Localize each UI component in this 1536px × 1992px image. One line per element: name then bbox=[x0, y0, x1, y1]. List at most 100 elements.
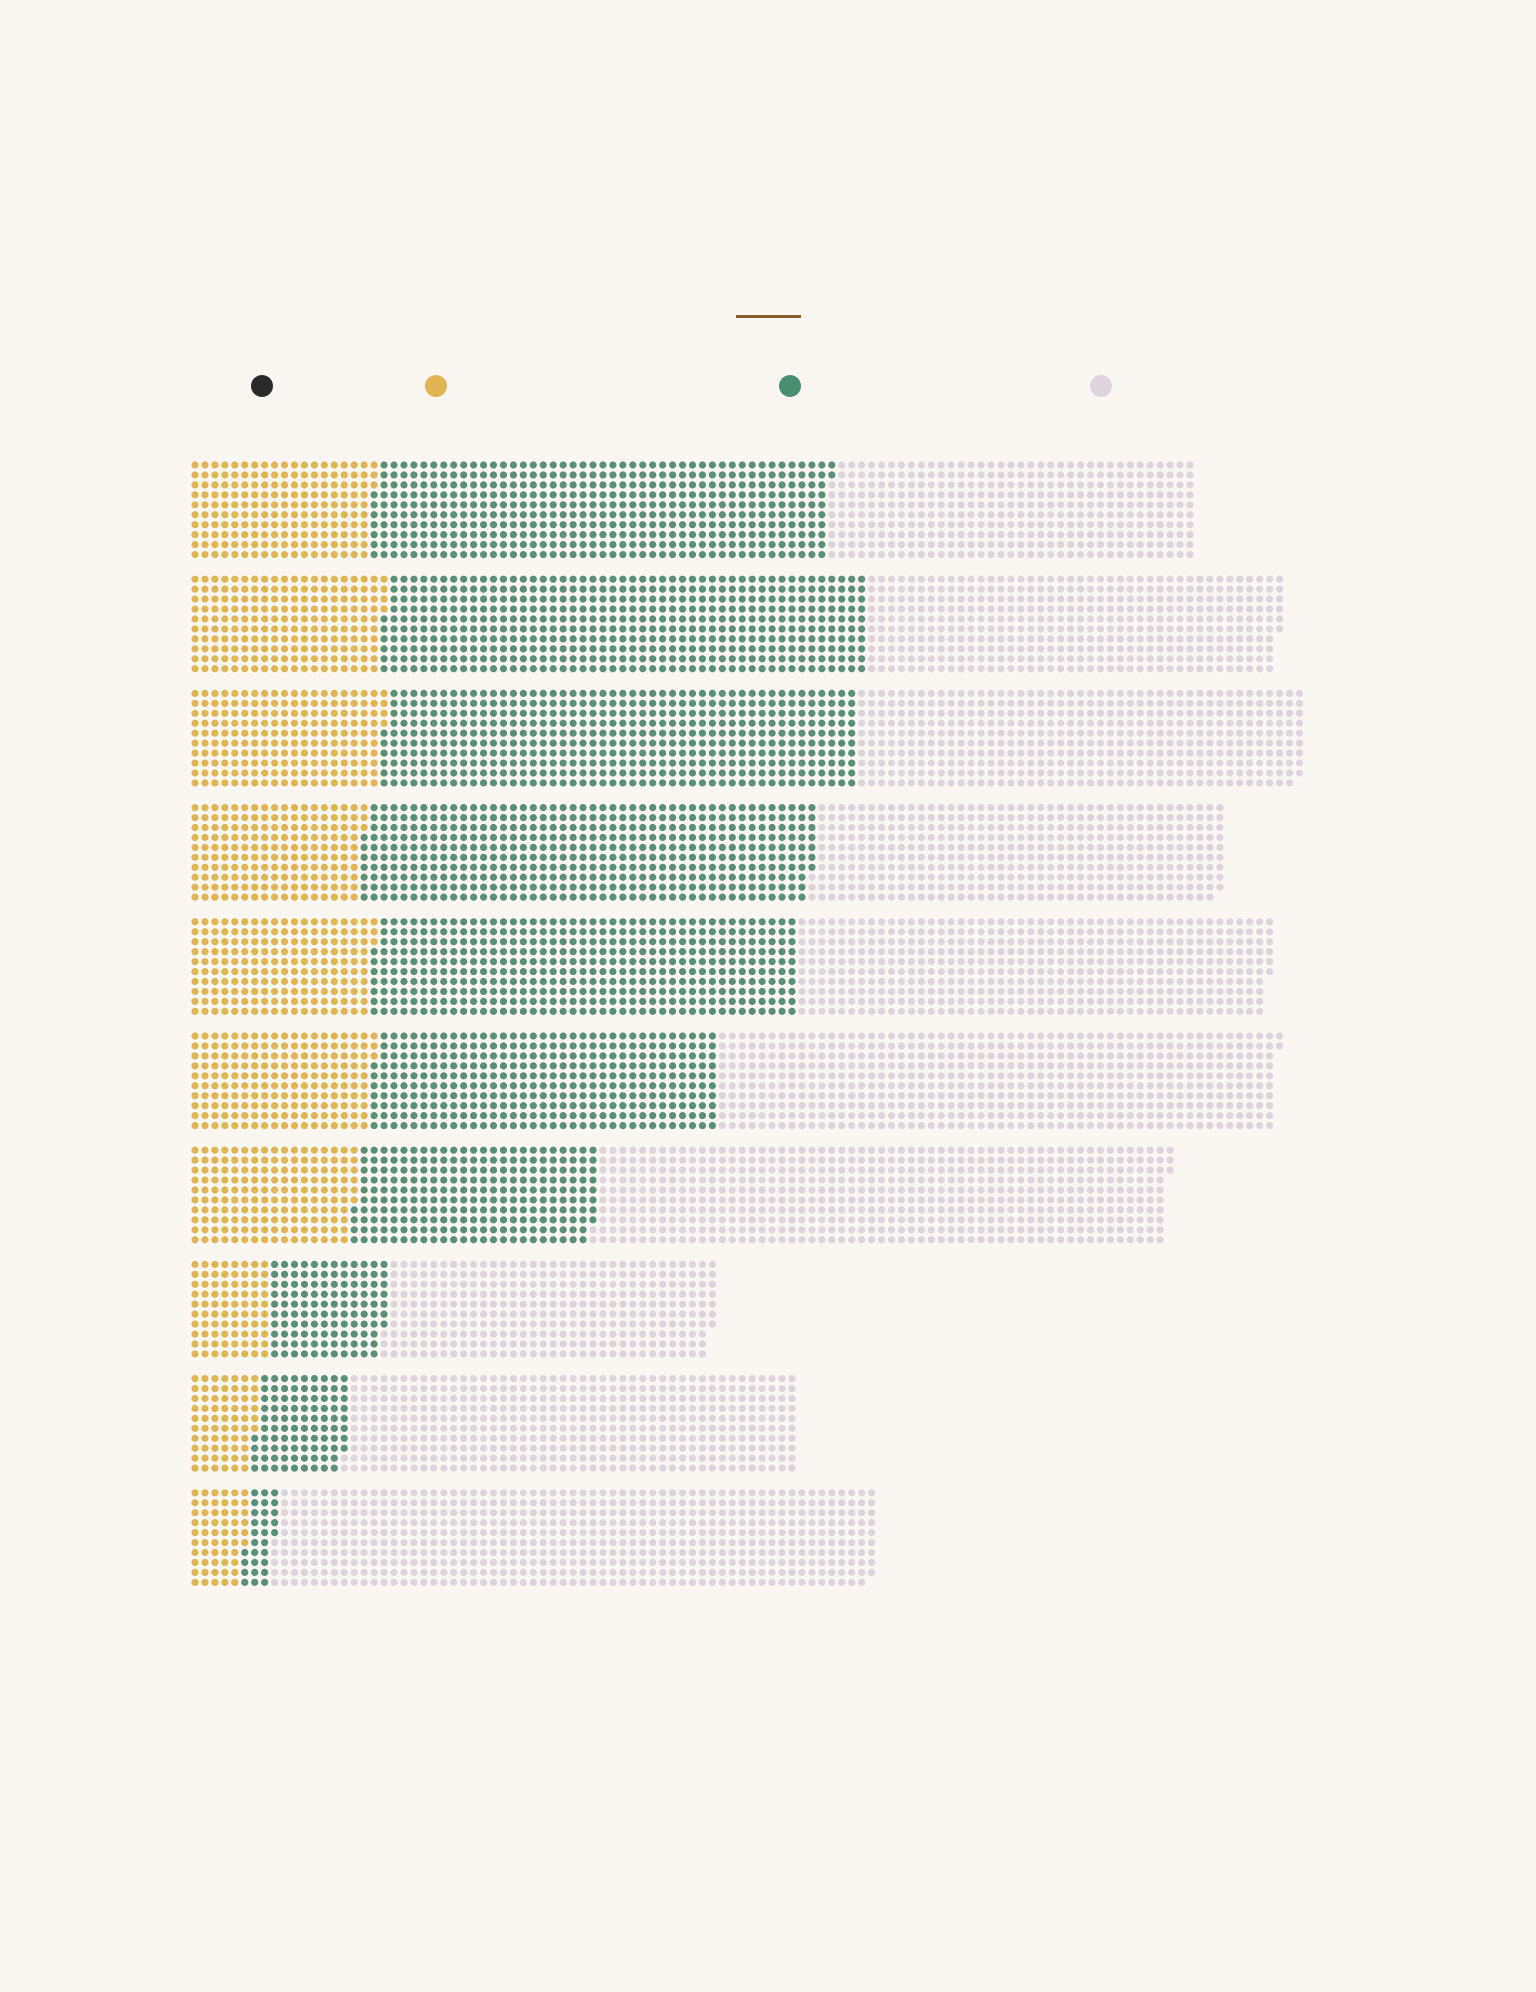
dot-bar1-s2-117 bbox=[300, 521, 309, 529]
dot-bar1-s4-151 bbox=[977, 481, 985, 489]
dot-bar3-s4-176 bbox=[1027, 739, 1035, 747]
dot-bar2-s4-389 bbox=[1246, 655, 1254, 663]
dot-bar5-s2-18 bbox=[201, 987, 209, 996]
dot-bar2-s3-222 bbox=[599, 625, 607, 633]
dot-bar5-s3-244 bbox=[609, 977, 617, 986]
dot-bar5-s4-102 bbox=[897, 928, 906, 936]
dot-bar4-s4-405 bbox=[1216, 813, 1224, 822]
dot-bar3-s4-63 bbox=[917, 709, 925, 717]
dot-bar3-s3-342 bbox=[718, 739, 726, 747]
dot-bar3-s3-217 bbox=[599, 689, 607, 698]
dot-bar2-s2-50 bbox=[231, 665, 239, 673]
dot-bar3-s4-85 bbox=[937, 729, 945, 737]
dot-bar3-s3-32 bbox=[410, 739, 418, 747]
dot-bar4-s3-250 bbox=[609, 823, 617, 832]
dot-bar1-s4-119 bbox=[947, 461, 955, 469]
dot-bar2-s3-5 bbox=[380, 655, 388, 663]
dot-bar2-s3-75 bbox=[450, 655, 458, 663]
dot-bar2-s3-486 bbox=[858, 665, 866, 673]
dot-bar3-s3-85 bbox=[460, 769, 468, 777]
dot-bar1-s4-105 bbox=[927, 521, 935, 529]
dot-bar1-s3-7 bbox=[370, 550, 378, 559]
dot-bar2-s3-167 bbox=[549, 575, 557, 583]
dot-bar3-s2-56 bbox=[241, 739, 249, 747]
dot-bar3-s4-326 bbox=[1176, 739, 1184, 747]
dot-bar2-s4-41 bbox=[907, 575, 916, 583]
dot-bar5-s3-162 bbox=[529, 958, 537, 966]
dot-bar4-s4-84 bbox=[897, 804, 906, 812]
dot-bar5-s3-148 bbox=[519, 918, 527, 926]
bar-5 bbox=[191, 918, 1274, 1015]
dot-bar5-s3-60 bbox=[430, 938, 438, 946]
dot-bar1-s3-115 bbox=[479, 531, 488, 539]
dot-bar1-s3-146 bbox=[509, 541, 517, 549]
dot-bar1-s3-450 bbox=[818, 481, 826, 489]
dot-bar2-s4-307 bbox=[1166, 635, 1174, 643]
dot-bar3-s3-74 bbox=[450, 759, 458, 767]
dot-bar4-s3-114 bbox=[470, 863, 478, 871]
dot-bar2-s4-313 bbox=[1176, 595, 1184, 603]
dot-bar4-s4-402 bbox=[1206, 883, 1214, 891]
dot-bar3-s3-11 bbox=[390, 729, 398, 737]
dot-bar5-s3-418 bbox=[788, 918, 796, 926]
dot-bar4-s2-113 bbox=[300, 823, 309, 832]
dot-bar4-s4-124 bbox=[937, 804, 945, 812]
dot-bar2-s4-226 bbox=[1086, 625, 1095, 633]
dot-bar4-s2-171 bbox=[360, 804, 368, 812]
dot-bar1-s3-191 bbox=[559, 491, 567, 499]
dot-bar5-s3-409 bbox=[778, 928, 786, 936]
dot-bar3-s3-462 bbox=[838, 739, 846, 747]
dot-bar4-s4-229 bbox=[1037, 853, 1045, 861]
dot-bar3-s3-215 bbox=[589, 769, 597, 777]
dot-bar1-s2-19 bbox=[201, 541, 209, 549]
dot-bar3-s4-181 bbox=[1037, 689, 1045, 698]
dot-bar2-s4-21 bbox=[887, 575, 896, 583]
dot-bar2-s4-78 bbox=[937, 645, 945, 653]
dot-bar3-s3-205 bbox=[579, 769, 587, 777]
dot-bar4-s3-146 bbox=[499, 883, 508, 891]
dot-bar5-s3-137 bbox=[499, 1007, 508, 1015]
dot-bar4-s3-55 bbox=[410, 873, 418, 881]
dot-bar1-s2-124 bbox=[310, 491, 318, 499]
dot-bar1-s3-277 bbox=[639, 550, 647, 559]
dot-bar4-s3-65 bbox=[420, 873, 428, 881]
dot-bar2-s4-103 bbox=[967, 595, 975, 603]
dot-bar4-s3-79 bbox=[440, 813, 448, 822]
dot-bar2-s4-215 bbox=[1076, 615, 1085, 623]
dot-bar5-s3-397 bbox=[758, 1007, 766, 1015]
dot-bar3-s3-455 bbox=[828, 769, 836, 777]
dot-bar1-s3-184 bbox=[549, 521, 557, 529]
dot-bar4-s4-339 bbox=[1146, 853, 1154, 861]
dot-bar3-s2-65 bbox=[251, 729, 259, 737]
dot-bar4-s3-308 bbox=[669, 804, 677, 812]
dot-bar5-s2-117 bbox=[300, 977, 309, 986]
dot-bar5-s2-113 bbox=[300, 938, 309, 946]
dot-bar1-s4-345 bbox=[1166, 521, 1174, 529]
dot-bar2-s3-11 bbox=[390, 615, 398, 623]
dot-bar5-s2-106 bbox=[290, 967, 299, 976]
dot-bar4-s4-132 bbox=[937, 883, 945, 891]
dot-bar1-s4-213 bbox=[1037, 501, 1045, 509]
dot-bar1-s3-50 bbox=[420, 481, 428, 489]
dot-bar2-s3-289 bbox=[669, 595, 677, 603]
dot-bar4-s3-36 bbox=[390, 883, 398, 891]
dot-bar1-s2-148 bbox=[330, 531, 338, 539]
dot-bar5-s2-166 bbox=[350, 967, 358, 976]
dot-bar2-s3-320 bbox=[698, 605, 707, 613]
dot-bar5-s3-160 bbox=[529, 938, 537, 946]
dot-bar1-s3-106 bbox=[470, 541, 478, 549]
dot-bar2-s3-467 bbox=[848, 575, 856, 583]
dot-bar1-s3-273 bbox=[639, 511, 647, 519]
dot-bar5-s3-211 bbox=[579, 948, 587, 956]
dot-bar1-s3-66 bbox=[430, 541, 438, 549]
dot-bar1-s2-136 bbox=[320, 511, 328, 519]
dot-bar3-s3-176 bbox=[549, 779, 557, 787]
dot-bar3-s2-185 bbox=[370, 729, 378, 737]
dot-bar2-s3-87 bbox=[470, 575, 478, 583]
dot-bar2-s4-186 bbox=[1047, 625, 1055, 633]
dot-bar5-s2-181 bbox=[370, 918, 378, 926]
dot-bar4-s2-115 bbox=[300, 843, 309, 852]
dot-bar5-s3-246 bbox=[609, 997, 617, 1006]
dot-bar2-s4-44 bbox=[907, 605, 916, 613]
dot-bar2-s2-141 bbox=[330, 575, 338, 583]
